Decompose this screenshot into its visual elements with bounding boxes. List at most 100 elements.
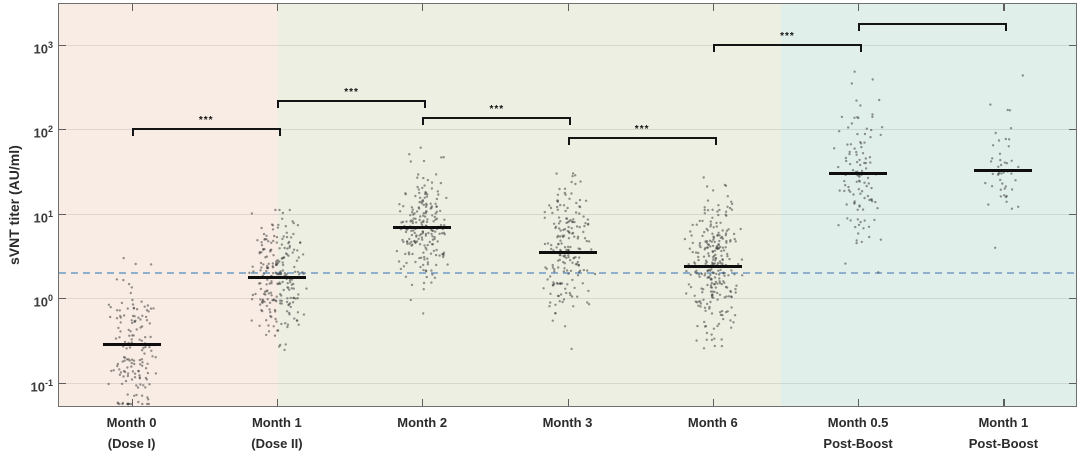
data-point <box>434 253 438 257</box>
data-point <box>697 251 700 255</box>
data-point <box>558 253 561 257</box>
data-point <box>703 274 706 277</box>
data-point <box>274 271 278 274</box>
data-point <box>118 309 121 312</box>
data-point <box>573 220 576 224</box>
data-point <box>435 210 439 213</box>
data-point <box>417 207 421 210</box>
data-point <box>698 244 701 247</box>
data-point <box>695 339 698 342</box>
data-point <box>698 275 701 278</box>
data-point <box>417 188 420 191</box>
data-point <box>275 320 278 323</box>
data-point <box>557 242 560 246</box>
x-tick <box>1003 4 1005 11</box>
data-point <box>138 374 141 377</box>
data-point <box>718 234 721 237</box>
data-point <box>558 235 562 238</box>
data-point <box>423 184 426 187</box>
data-point <box>868 156 872 159</box>
data-point <box>127 328 130 332</box>
data-point <box>422 219 425 222</box>
data-point <box>857 223 861 227</box>
data-point <box>265 283 268 286</box>
data-point <box>712 327 716 330</box>
data-point <box>573 235 576 238</box>
data-point <box>433 235 436 239</box>
data-point <box>154 356 157 359</box>
data-point <box>567 254 570 257</box>
data-point <box>704 240 707 243</box>
data-point <box>276 226 280 229</box>
data-point <box>425 275 428 279</box>
data-point <box>847 126 850 129</box>
data-point <box>863 181 866 184</box>
y-tick <box>1069 129 1076 131</box>
data-point <box>571 172 575 175</box>
data-point <box>121 402 124 406</box>
y-tick <box>59 129 66 131</box>
data-point <box>717 273 721 276</box>
x-label-line1: Month 0.5 <box>827 415 889 430</box>
data-point <box>578 198 582 202</box>
data-point <box>274 317 277 321</box>
data-point <box>700 287 703 290</box>
data-point <box>733 314 737 317</box>
data-point <box>130 365 133 368</box>
data-point <box>286 286 289 289</box>
x-label-line2: (Dose I) <box>107 436 156 451</box>
data-point <box>563 267 566 270</box>
data-point <box>296 270 300 274</box>
data-point <box>295 259 299 262</box>
data-point <box>571 261 574 264</box>
data-point <box>122 369 126 373</box>
data-point <box>587 240 591 243</box>
data-point <box>411 252 414 256</box>
data-point <box>290 278 294 281</box>
data-point <box>424 234 428 237</box>
data-point <box>726 255 729 258</box>
data-point <box>398 210 402 213</box>
data-point <box>259 287 263 291</box>
data-point <box>876 207 879 210</box>
data-point <box>593 272 597 276</box>
data-point <box>737 262 740 266</box>
data-point <box>139 318 142 321</box>
data-point <box>846 143 849 146</box>
data-point <box>711 208 714 211</box>
data-point <box>288 288 291 291</box>
data-point <box>299 241 302 244</box>
data-point <box>431 273 434 276</box>
data-point <box>706 283 709 287</box>
data-point <box>554 225 558 228</box>
data-point <box>704 272 707 275</box>
data-point <box>274 262 278 265</box>
data-point <box>285 300 289 304</box>
data-point <box>573 286 576 290</box>
data-point <box>859 104 862 107</box>
data-point <box>1003 161 1007 164</box>
data-point <box>127 358 130 361</box>
data-point <box>417 237 420 241</box>
data-point <box>728 257 731 261</box>
data-point <box>563 325 567 328</box>
data-point <box>702 176 705 179</box>
data-point <box>549 292 552 295</box>
data-point <box>557 266 560 269</box>
data-point <box>863 219 866 222</box>
data-point <box>566 245 570 248</box>
data-point <box>271 224 275 227</box>
data-point <box>999 163 1003 167</box>
data-point <box>717 247 720 250</box>
data-point <box>859 192 862 195</box>
data-point <box>566 221 569 224</box>
data-point <box>570 192 573 195</box>
data-point <box>419 265 422 269</box>
data-point <box>278 247 281 250</box>
data-point <box>135 328 138 331</box>
data-point <box>856 132 859 136</box>
data-point <box>278 345 281 348</box>
data-point <box>149 263 153 266</box>
data-point <box>424 246 427 249</box>
data-point <box>857 188 860 191</box>
